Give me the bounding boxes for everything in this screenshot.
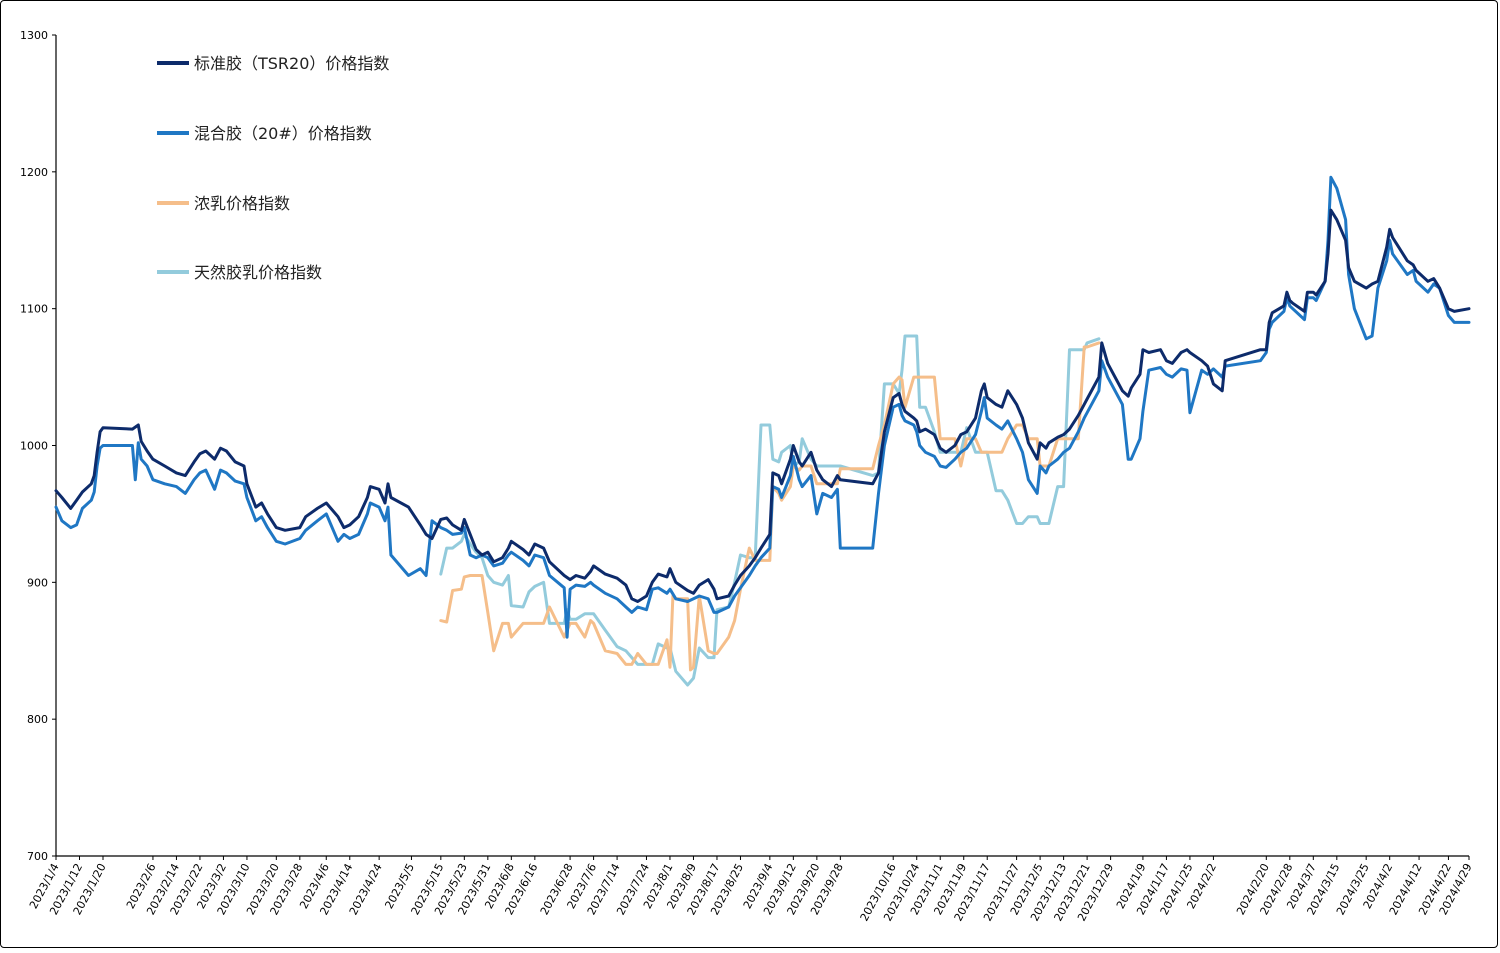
series-layer: [54, 175, 1471, 687]
legend-label-3: 浓乳价格指数: [194, 194, 290, 213]
series-line-1: [54, 208, 1471, 603]
y-tick-label: 700: [27, 850, 48, 863]
y-tick-label: 1200: [20, 166, 48, 179]
series-line-2: [54, 175, 1471, 639]
series-line-4: [439, 334, 1101, 687]
series-line-3: [439, 341, 1101, 672]
legend-label-4: 天然胶乳价格指数: [194, 263, 322, 282]
y-tick-label: 1300: [20, 29, 48, 42]
legend-label-1: 标准胶（TSR20）价格指数: [194, 54, 389, 73]
y-tick-label: 1000: [20, 440, 48, 453]
y-tick-label: 900: [27, 576, 48, 589]
y-tick-label: 1100: [20, 303, 48, 316]
axes: 70080090010001100120013002023/1/42023/1/…: [20, 29, 1475, 923]
y-tick-label: 800: [27, 713, 48, 726]
legend-label-2: 混合胶（20#）价格指数: [194, 124, 372, 143]
